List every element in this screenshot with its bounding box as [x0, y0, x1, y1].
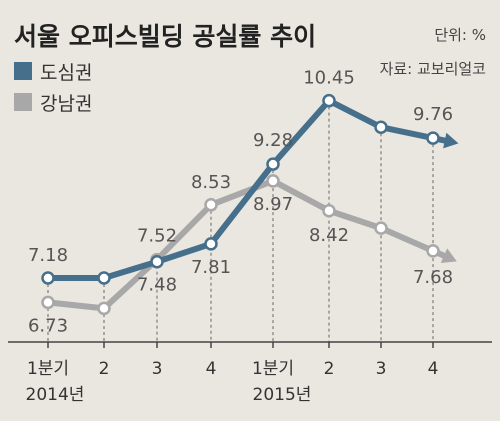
- legend-label-gangnam: 강남권: [40, 93, 92, 115]
- x-tick-label: 2: [324, 359, 335, 379]
- x-tick-label: 1분기: [252, 359, 294, 379]
- unit-label: 단위: %: [434, 26, 486, 44]
- series-arrowhead-1: [440, 248, 457, 264]
- series-arrowhead-0: [443, 132, 459, 149]
- data-point: [322, 204, 336, 218]
- data-point: [266, 174, 280, 188]
- data-label: 7.81: [191, 257, 231, 278]
- x-tick-label: 4: [428, 359, 439, 379]
- data-point: [41, 271, 55, 285]
- data-point: [97, 271, 111, 285]
- data-point: [426, 131, 440, 145]
- data-label: 8.42: [309, 225, 349, 246]
- year-label-2014: 2014년: [26, 385, 85, 405]
- data-point: [374, 120, 388, 134]
- data-point: [266, 157, 280, 171]
- legend-swatch-gangnam: [14, 93, 32, 111]
- data-point: [41, 295, 55, 310]
- data-label: 9.28: [253, 130, 293, 151]
- data-label: 7.18: [28, 245, 68, 266]
- data-point: [204, 198, 218, 212]
- legend-label-dosim: 도심권: [40, 62, 92, 84]
- data-point: [97, 301, 111, 316]
- x-tick-label: 2: [99, 359, 110, 379]
- x-tick-label: 3: [376, 359, 387, 379]
- data-point: [150, 254, 164, 269]
- data-label: 8.53: [191, 172, 231, 193]
- value-labels: 7.18 7.48 7.81 9.28 10.45 9.76 6.73 7.52 8.53 8.9…: [28, 68, 453, 337]
- data-label: 8.97: [253, 194, 293, 215]
- source-label: 자료: 교보리얼코: [380, 60, 486, 78]
- legend: 도심권 강남권: [14, 62, 92, 115]
- data-label: 7.48: [137, 275, 177, 296]
- data-point: [426, 244, 440, 258]
- data-label: 10.45: [303, 68, 355, 89]
- data-label: 9.76: [413, 104, 453, 125]
- data-label: 7.52: [137, 226, 177, 247]
- series-layer: [41, 93, 459, 316]
- x-tick-label: 4: [206, 359, 217, 379]
- x-tick-label: 1분기: [27, 359, 69, 379]
- data-label: 6.73: [28, 315, 68, 336]
- data-point: [204, 237, 218, 251]
- data-point: [374, 221, 388, 235]
- data-point: [322, 93, 336, 108]
- year-label-2015: 2015년: [253, 385, 312, 405]
- data-label: 7.68: [413, 267, 453, 288]
- chart-title: 서울 오피스빌딩 공실률 추이: [14, 22, 316, 51]
- x-tick-label: 3: [152, 359, 163, 379]
- legend-swatch-dosim: [14, 62, 32, 80]
- x-ticks: 1분기 2 3 4 1분기 2 3 4: [27, 342, 438, 379]
